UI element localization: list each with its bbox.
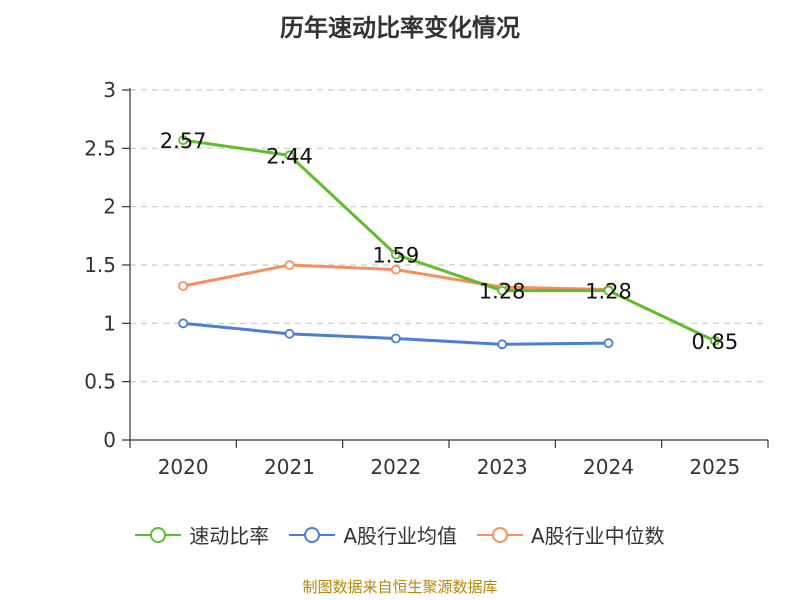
x-tick-label: 2020 — [158, 455, 209, 479]
data-label: 2.57 — [160, 129, 207, 153]
data-source-note: 制图数据来自恒生聚源数据库 — [302, 578, 498, 596]
legend-label: A股行业中位数 — [531, 524, 665, 548]
data-label: 1.28 — [585, 280, 632, 304]
legend-marker-quick-ratio — [135, 526, 182, 543]
data-point — [603, 285, 614, 296]
data-point — [284, 328, 295, 339]
data-point — [603, 338, 614, 349]
legend-item-quick-ratio[interactable]: 速动比率 — [135, 520, 269, 549]
legend-item-industry-mean[interactable]: A股行业均值 — [289, 520, 457, 549]
x-tick-label: 2021 — [264, 455, 315, 479]
y-tick-label: 1 — [103, 311, 116, 335]
x-tick-label: 2023 — [477, 455, 528, 479]
y-tick-label: 2 — [103, 195, 116, 219]
data-point — [178, 135, 189, 146]
data-point — [497, 285, 508, 296]
y-tick-label: 2.5 — [84, 136, 116, 160]
data-point — [284, 260, 295, 270]
legend-marker-industry-median — [477, 526, 523, 543]
data-label: 1.59 — [372, 244, 419, 268]
x-tick-label: 2024 — [583, 455, 634, 479]
y-tick-label: 0 — [103, 428, 116, 452]
data-point — [178, 318, 189, 329]
data-point — [390, 249, 401, 260]
data-label: 0.85 — [691, 330, 738, 354]
y-tick-label: 0.5 — [84, 370, 116, 394]
legend: 速动比率 A股行业均值 A股行业中位数 — [0, 520, 800, 549]
legend-label: A股行业均值 — [343, 524, 457, 548]
data-point — [390, 264, 401, 275]
legend-label: 速动比率 — [189, 524, 270, 548]
data-point — [709, 335, 720, 346]
legend-marker-industry-mean — [289, 526, 336, 543]
data-point — [178, 281, 189, 291]
data-point — [284, 150, 295, 161]
data-label: 1.28 — [479, 280, 526, 304]
data-point — [497, 339, 508, 350]
x-tick-label: 2025 — [689, 455, 740, 479]
x-tick-label: 2022 — [370, 455, 421, 479]
series-line — [182, 138, 716, 343]
legend-item-industry-median[interactable]: A股行业中位数 — [477, 520, 665, 549]
y-tick-label: 3 — [103, 78, 116, 102]
data-label: 2.44 — [266, 144, 313, 168]
y-tick-label: 1.5 — [84, 253, 116, 277]
data-point — [390, 333, 401, 344]
chart-title: 历年速动比率变化情况 — [280, 14, 520, 42]
